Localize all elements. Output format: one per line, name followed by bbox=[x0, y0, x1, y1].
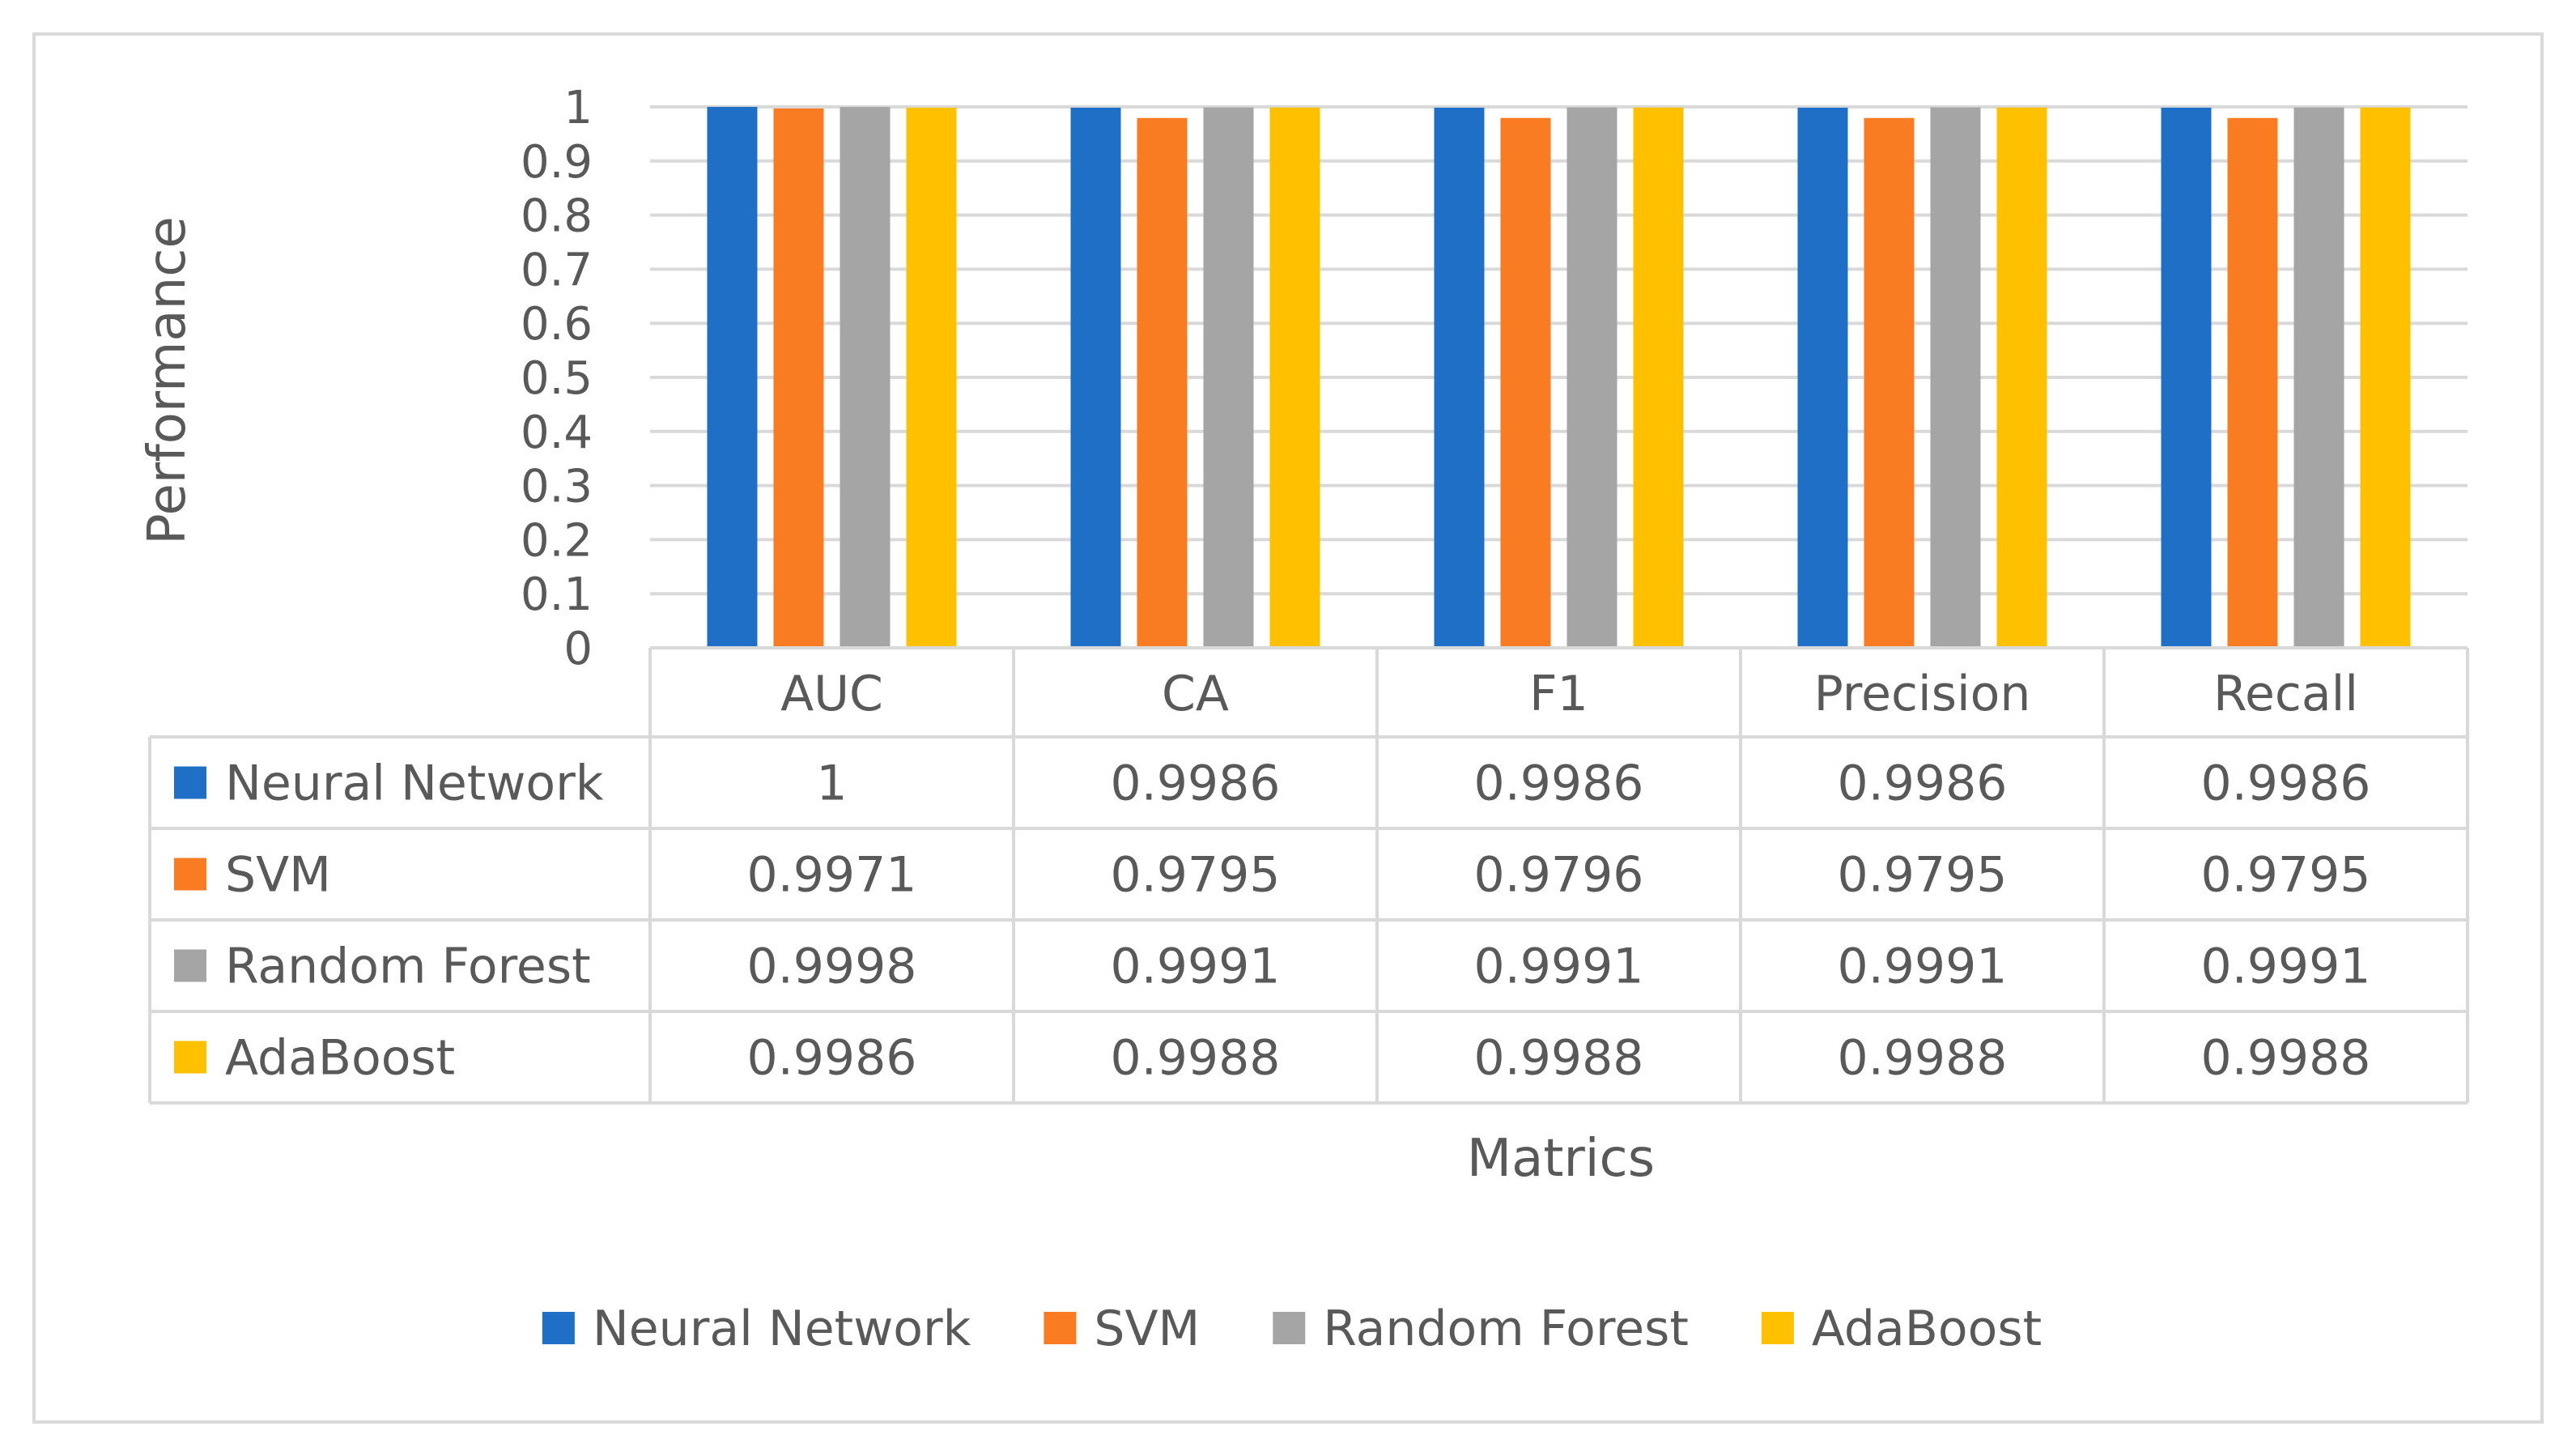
bar bbox=[707, 107, 758, 648]
table-cell-value: 0.9795 bbox=[1111, 847, 1281, 904]
table-cell-value: 0.9988 bbox=[1474, 1030, 1644, 1087]
table-cell-value: 0.9986 bbox=[2201, 756, 2371, 812]
table-series-name: AdaBoost bbox=[225, 1030, 455, 1087]
table-cell-value: 0.9988 bbox=[1838, 1030, 2008, 1087]
category-label: AUC bbox=[780, 666, 883, 722]
bar bbox=[1633, 107, 1684, 648]
table-cell-value: 1 bbox=[816, 756, 847, 812]
table-cell-value: 0.9991 bbox=[2201, 939, 2371, 995]
bar bbox=[1137, 117, 1188, 649]
legend: Neural Network SVM Random Forest AdaBoost bbox=[542, 1301, 2042, 1357]
bars bbox=[707, 107, 2411, 649]
y-tick-label: 0.4 bbox=[521, 407, 593, 459]
bar bbox=[1566, 107, 1617, 648]
table-legend-key bbox=[174, 858, 206, 891]
table-cell-value: 0.9986 bbox=[1111, 756, 1281, 812]
y-tick-label: 0.5 bbox=[521, 352, 593, 405]
table-cell-value: 0.9988 bbox=[2201, 1030, 2371, 1087]
category-label: Precision bbox=[1814, 666, 2031, 722]
table-cell-value: 0.9998 bbox=[747, 939, 917, 995]
y-tick-label: 0 bbox=[563, 623, 593, 675]
bar bbox=[1930, 107, 1981, 648]
legend-label: Neural Network bbox=[593, 1301, 971, 1357]
table-legend-key bbox=[174, 766, 206, 799]
y-tick-label: 0.8 bbox=[521, 190, 593, 243]
legend-label: SVM bbox=[1094, 1301, 1200, 1357]
legend-label: AdaBoost bbox=[1812, 1301, 2042, 1357]
table-series-name: Neural Network bbox=[225, 756, 604, 812]
table-cell-value: 0.9796 bbox=[1474, 847, 1644, 904]
legend-key bbox=[1044, 1312, 1077, 1344]
legend-key bbox=[1273, 1312, 1306, 1344]
legend-label: Random Forest bbox=[1323, 1301, 1689, 1357]
bar bbox=[2293, 107, 2344, 648]
table-series-name: Random Forest bbox=[225, 939, 591, 995]
bar bbox=[1070, 107, 1121, 649]
table-cell-value: 0.9986 bbox=[1838, 756, 2008, 812]
table-legend-key bbox=[174, 949, 206, 982]
table-cell-value: 0.9971 bbox=[747, 847, 917, 904]
y-tick-label: 0.6 bbox=[521, 298, 593, 351]
table-cell-value: 0.9986 bbox=[1474, 756, 1644, 812]
bar bbox=[1797, 107, 1848, 649]
bar bbox=[1996, 107, 2047, 648]
y-axis-label: Performance bbox=[138, 216, 198, 545]
table-cell-value: 0.9986 bbox=[747, 1030, 917, 1087]
y-tick-label: 0.1 bbox=[521, 568, 593, 621]
bar bbox=[2360, 107, 2411, 648]
table-cell-value: 0.9988 bbox=[1111, 1030, 1281, 1087]
bar bbox=[2161, 107, 2212, 649]
y-axis-ticks: 00.10.20.30.40.50.60.70.80.91 bbox=[521, 82, 593, 675]
bar bbox=[1864, 117, 1915, 649]
legend-key bbox=[1761, 1312, 1794, 1344]
category-label: CA bbox=[1162, 666, 1229, 722]
table-cell-value: 0.9795 bbox=[2201, 847, 2371, 904]
table-series-name: SVM bbox=[225, 847, 331, 904]
table-cell-value: 0.9991 bbox=[1838, 939, 2008, 995]
y-tick-label: 0.7 bbox=[521, 244, 593, 296]
bar bbox=[906, 107, 957, 649]
bar bbox=[773, 108, 824, 648]
legend-key bbox=[542, 1312, 575, 1344]
table-cell-value: 0.9991 bbox=[1111, 939, 1281, 995]
y-tick-label: 1 bbox=[563, 82, 593, 134]
table-legend-key bbox=[174, 1041, 206, 1074]
x-axis-label: Matrics bbox=[1467, 1129, 1655, 1189]
table-cell-value: 0.9991 bbox=[1474, 939, 1644, 995]
data-table: AUC CA F1 Precision Recall Neural Network 1 0.9… bbox=[148, 646, 2469, 1105]
bar bbox=[2227, 117, 2278, 649]
category-label: Recall bbox=[2213, 666, 2358, 722]
bar bbox=[1434, 107, 1485, 649]
bar bbox=[1269, 107, 1320, 648]
y-tick-label: 0.9 bbox=[521, 136, 593, 189]
bar bbox=[1203, 107, 1254, 648]
y-tick-label: 0.3 bbox=[521, 461, 593, 513]
bar bbox=[1500, 117, 1551, 648]
category-label: F1 bbox=[1529, 666, 1588, 722]
bar bbox=[840, 107, 891, 648]
y-tick-label: 0.2 bbox=[521, 514, 593, 567]
table-cell-value: 0.9795 bbox=[1838, 847, 2008, 904]
